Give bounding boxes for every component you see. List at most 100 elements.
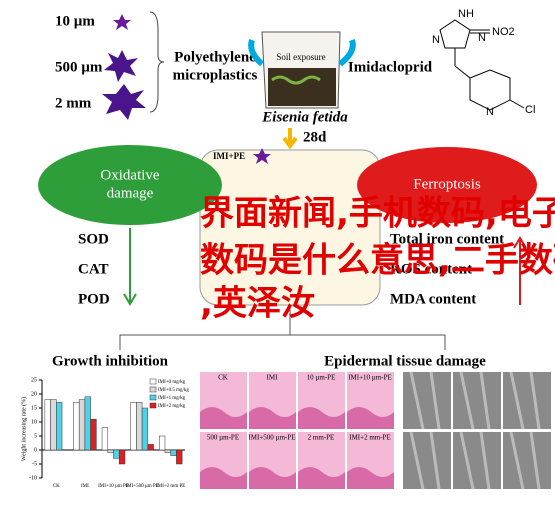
legend-swatch [149,394,157,401]
bar [73,402,80,451]
y-tick-label: 10 [31,419,37,425]
histology-label: 10 µm-PE [307,374,336,382]
oxidative-label: Oxidative [100,167,159,183]
tissue [249,407,296,429]
histology-label: IMI [267,374,279,382]
tissue [347,407,394,429]
atom: N [478,32,486,44]
bar [44,399,51,451]
imi-label: Imidacloprid [348,59,433,75]
y-tick-label: 0 [34,447,37,453]
legend-label: IMI+1 mg/kg [158,396,186,401]
bar [101,427,109,451]
soil-label: Soil exposure [276,52,325,62]
oxidative-item: SOD [78,231,109,247]
legend-label: IMI+2 mg/kg [158,404,186,409]
sem-image [453,432,501,489]
oxidative-item: CAT [78,261,109,277]
sem-image [403,432,451,489]
molecule [439,19,525,111]
overlay-text: 数码是什么意思,二手数码 [200,241,555,281]
histology-label: CK [218,374,228,382]
sem-texture [459,371,491,430]
bar [136,402,143,451]
ferroptosis-item: MDA content [390,291,476,307]
sem-image [503,432,551,489]
y-tick-label: 20 [31,391,37,397]
histology-label: IMI+10 µm-PE [348,374,392,382]
atom: NH [458,8,474,20]
overlay-text: ,英泽汝 [200,284,315,324]
sem-texture [509,371,541,430]
sem-image [403,372,451,429]
section-title: Growth inhibition [52,353,169,369]
bar [164,449,171,454]
connector [119,305,446,350]
atom: NO2 [492,26,515,38]
oxidative-item: POD [78,291,110,307]
sem-texture [509,431,541,490]
legend-label: IMI+0 mg/kg [158,380,186,385]
bar [56,402,63,451]
bar [113,449,120,459]
soil-beaker [261,31,341,109]
pe-label: Polyethylene [174,49,256,65]
sem-texture [409,431,441,490]
tissue [347,467,394,489]
atom: N [486,106,494,118]
histology-label: IMI+2 mm-PE [349,434,390,442]
histology-grid: CK IMI 10 µm-PE IMI+10 µm-PE 500 µm-PE IMI+50… [200,371,551,490]
sem-texture [459,431,491,490]
legend-label: IMI+0.5 mg/kg [158,388,189,393]
legend-swatch [149,378,157,385]
y-tick-label: 25 [31,377,37,383]
exposure-arrows [248,39,356,67]
size-label: 500 µm [55,59,103,75]
particle-icon [253,148,271,164]
size-label: 2 mm [55,95,92,111]
legend-swatch [149,402,157,409]
ferroptosis-item: ROS content [390,261,472,277]
pe-label: microplastics [173,67,258,83]
y-axis-label: Weight increasing rate (%) [20,397,27,461]
ferroptosis-item: Total iron content [390,231,504,247]
overlay-text: 界面新闻,手机数码,电子 [200,194,555,234]
x-tick-label: IMI [81,484,89,489]
x-tick-label: IMI+500 µm PE [125,484,158,489]
tissue [200,407,247,429]
y-tick-label: 5 [34,433,37,439]
legend-swatch [149,386,157,393]
y-tick-label: -10 [29,475,37,481]
bar [118,449,126,465]
increase-arrow [513,236,527,305]
bracket [149,11,165,113]
treatment-label: IMI+PE [213,151,245,161]
oxidative-ellipse [38,145,222,225]
atom: N [432,34,440,46]
section-title: Epidermal tissue damage [324,353,486,369]
bar [78,399,86,451]
bar [50,399,57,451]
histology-label: IMI+500 µm-PE [248,434,295,442]
ferroptosis-ellipse [357,147,537,223]
bar [147,444,154,451]
y-tick-label: 15 [31,405,37,411]
histology-label: 2 mm-PE [308,434,335,442]
ferroptosis-label: Ferroptosis [413,176,481,192]
tissue [249,467,296,489]
bar [107,449,114,454]
bar-chart: -10 -5 0 5 10 15 20 25 Weight increasing rate (%… [20,377,189,489]
decrease-arrow [123,228,137,306]
size-label: 10 µm [55,13,95,29]
organism-label: Eisenia fetida [261,109,348,125]
sem-image [503,372,551,429]
atom: Cl [525,104,535,116]
tissue [298,467,345,489]
x-tick-label: IMI+2 mm PE [156,484,185,489]
particle-icons [102,14,146,120]
histology-label: 500 µm-PE [207,434,239,442]
oxidative-label: damage [107,185,154,201]
sem-image [453,372,501,429]
duration-label: 28d [303,129,327,145]
